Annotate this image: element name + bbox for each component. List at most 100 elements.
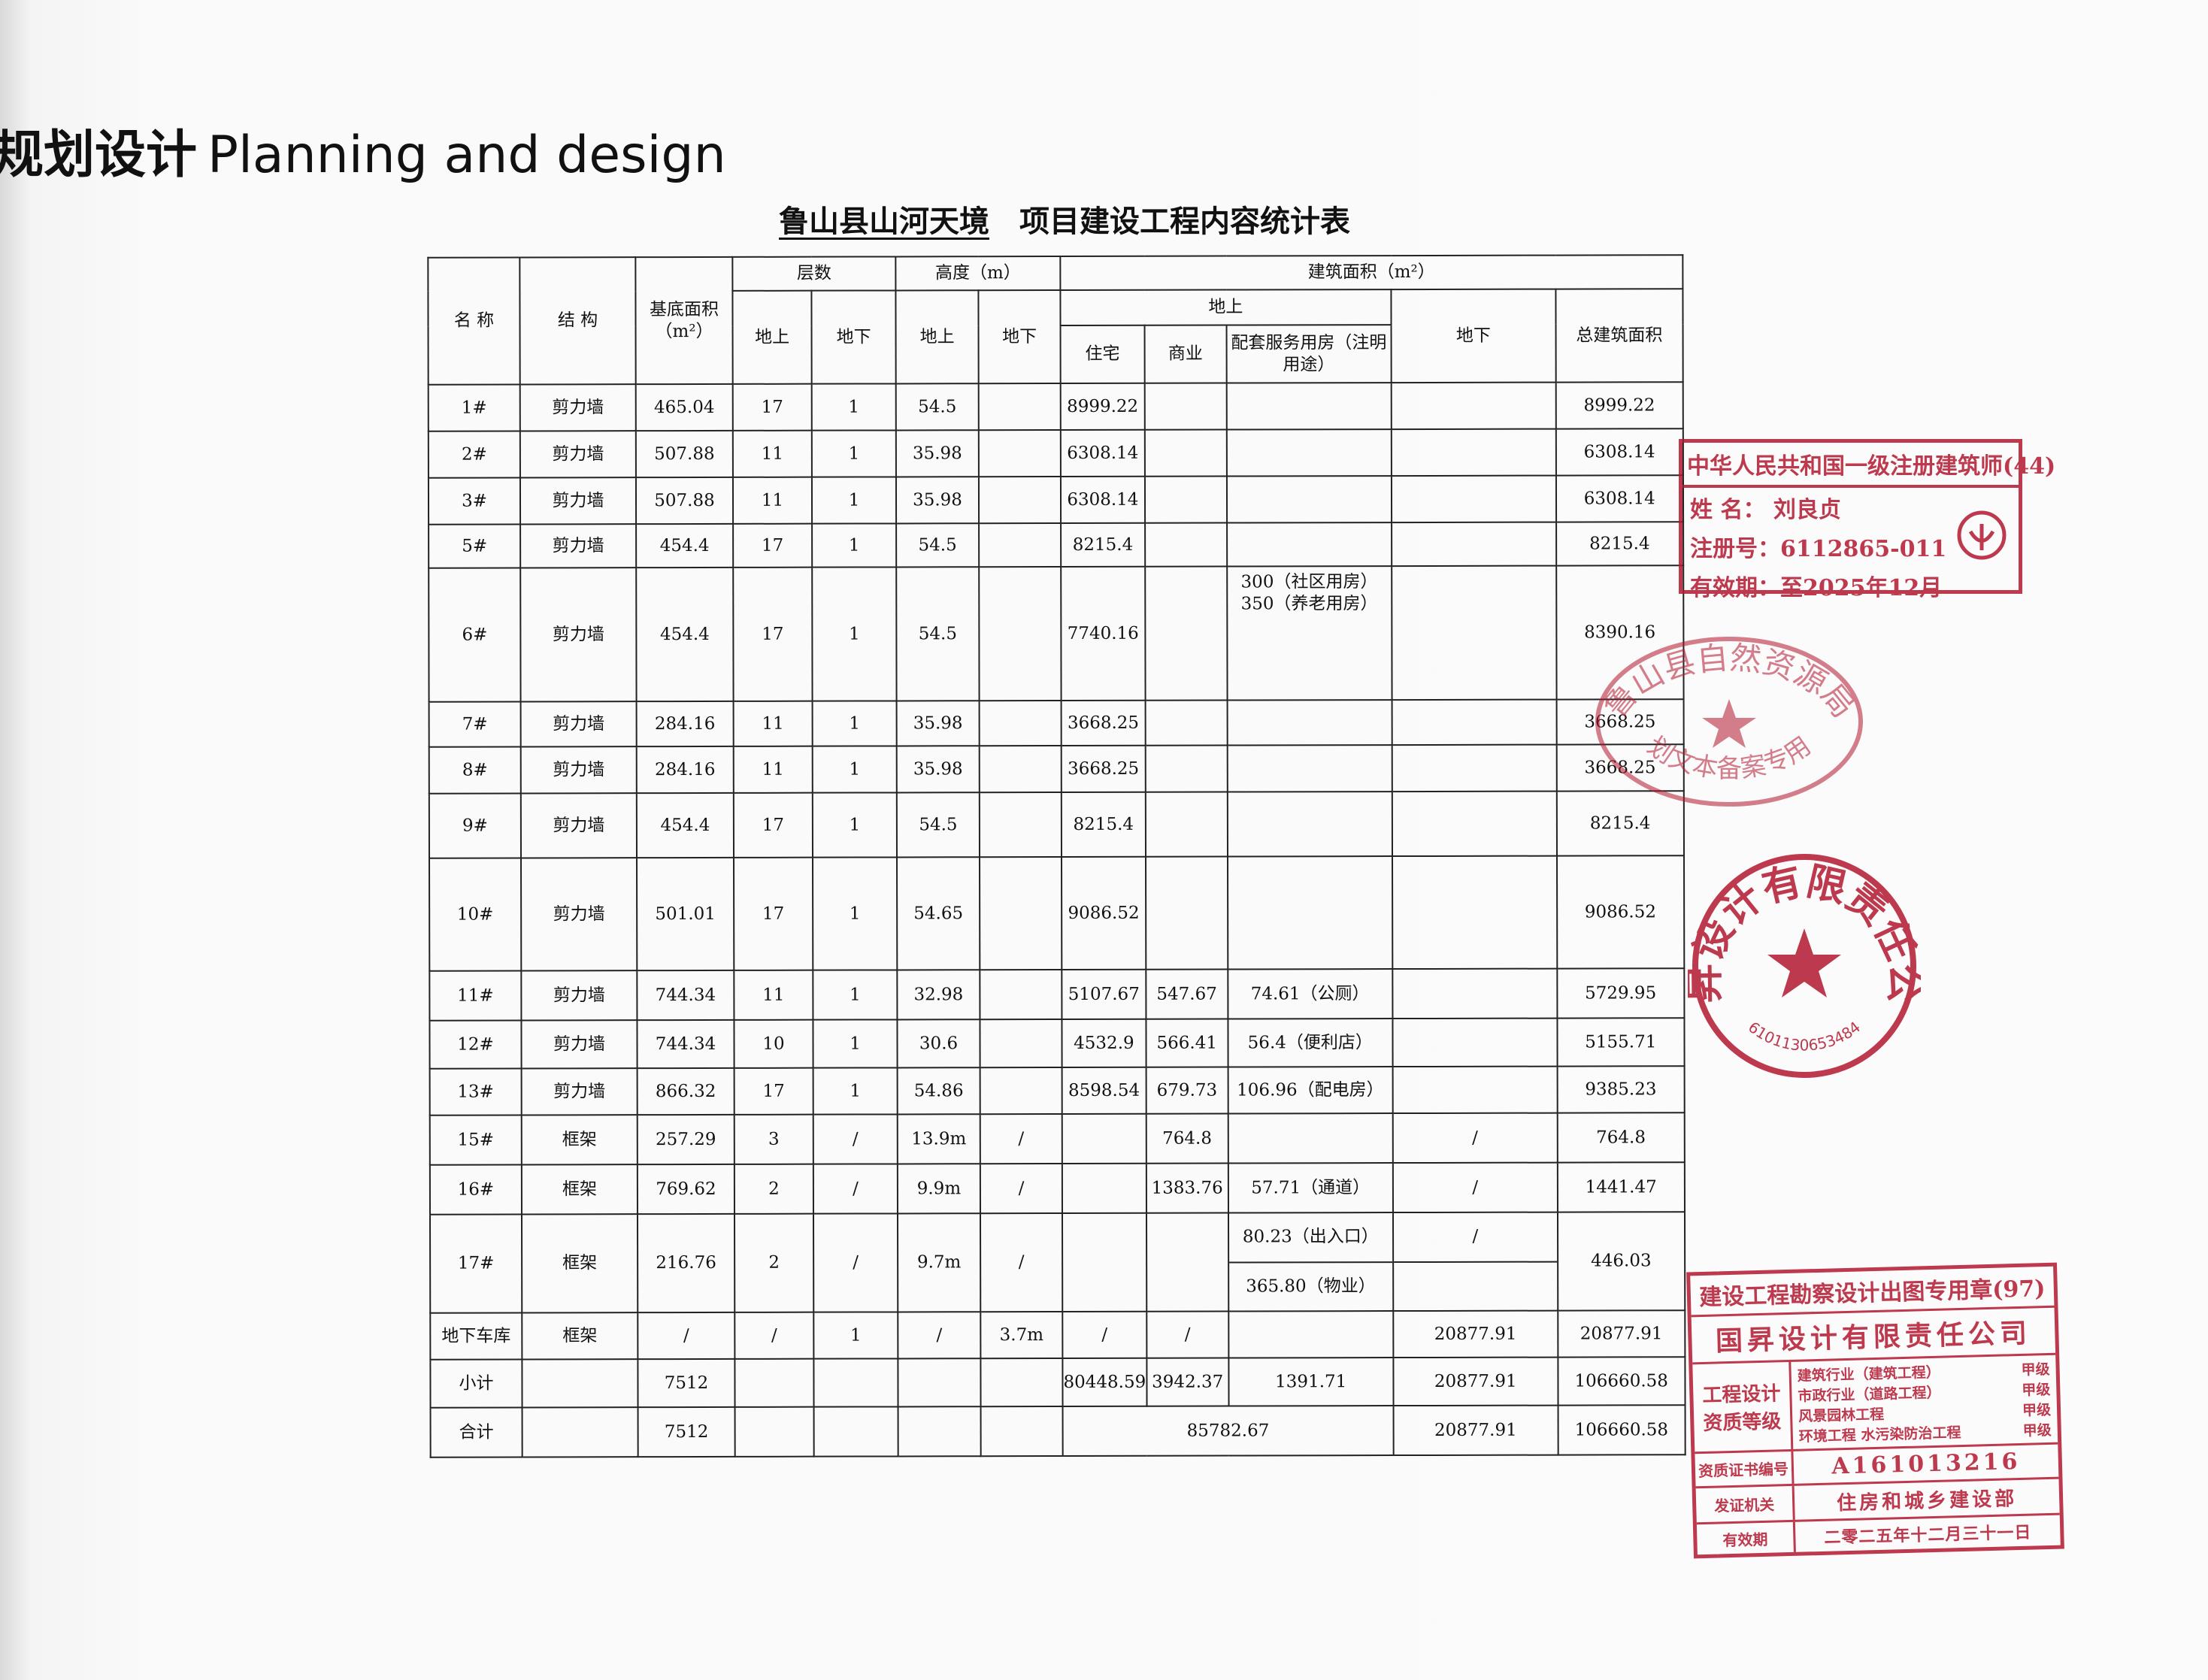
table-cell: 1 [813, 970, 898, 1020]
table-cell: 8598.54 [1062, 1067, 1146, 1114]
table-cell: 3# [428, 477, 521, 525]
table-cell [1228, 1311, 1394, 1358]
table-row: 15# 框架 257.29 3/13.9m/764.8/764.8 [429, 1112, 1685, 1165]
table-cell: 17 [733, 567, 813, 701]
table-cell: 剪力墙 [520, 524, 637, 568]
table-cell [1144, 522, 1227, 567]
table-cell: / [1146, 1311, 1229, 1358]
table-cell: 7740.16 [1061, 566, 1146, 701]
table-cell: 17 [734, 1067, 813, 1115]
header-cell: 总建筑面积 [1555, 289, 1683, 383]
table-title: 鲁山县山河天境 项目建设工程内容统计表 [438, 197, 1691, 241]
table-cell: 6# [429, 568, 521, 702]
table-row: 3# 剪力墙 507.88 11 1 35.98 6308.14 6308.14 [428, 475, 1683, 525]
table-cell: 9.9m [897, 1164, 980, 1214]
company-stamp: 国昇设计有限责任公司 6101130653484 [1688, 849, 1921, 1078]
table-cell: 35.98 [895, 430, 979, 477]
table-cell: / [734, 1312, 814, 1359]
table-cell [1145, 856, 1228, 970]
table-cell [1226, 383, 1392, 430]
header-cell: 名 称 [428, 257, 520, 385]
table-cell: 30.6 [897, 1019, 980, 1068]
table-cell: 764.8 [1557, 1112, 1685, 1163]
stamp-title: 中华人民共和国一级注册建筑师(44) [1683, 443, 2055, 488]
table-cell [522, 1359, 638, 1408]
stamp-label: 姓 名： [1690, 497, 1766, 523]
table-cell: 1383.76 [1146, 1163, 1228, 1213]
table-cell: 3668.25 [1061, 745, 1146, 792]
table-cell: 54.5 [896, 523, 980, 568]
table-cell [734, 1358, 814, 1407]
table-cell: 20877.91 [1393, 1405, 1558, 1456]
table-cell: 2 [734, 1213, 814, 1312]
scope: 市政行业（道路工程） [1798, 1384, 1941, 1405]
table-cell [980, 969, 1062, 1020]
table-cell: 257.29 [637, 1114, 734, 1165]
table-cell: 剪力墙 [519, 384, 636, 431]
table-row: 12# 剪力墙 744.34 10 1 30.6 4532.9 566.41 56.4（便利店）… [429, 1018, 1685, 1069]
table-cell: 地下车库 [430, 1312, 522, 1360]
table-cell [1226, 522, 1392, 567]
table-cell: 8999.22 [1555, 382, 1683, 429]
grade: 甲级 [2022, 1401, 2052, 1419]
table-cell: / [1392, 1162, 1558, 1213]
header-cell: 地上 [895, 290, 979, 384]
table-cell: 小计 [430, 1359, 522, 1408]
header-cell: 住宅 [1060, 325, 1145, 383]
table-cell [813, 1358, 898, 1407]
table-row: 地下车库 框架 //1/3.7m //20877.91 20877.91 [430, 1310, 1686, 1360]
table-row: 1# 剪力墙 465.04 17 1 54.5 8999.22 8999.22 [428, 382, 1683, 431]
table-cell [813, 1406, 898, 1457]
table-cell: 1 [813, 1019, 898, 1068]
stamp-company: 国昇设计有限责任公司 [1715, 1317, 2032, 1358]
table-cell: 3668.25 [1061, 700, 1146, 746]
table-cell: 9086.52 [1556, 855, 1685, 969]
drawing-stamp: 建设工程勘察设计出图专用章(97) 国昇设计有限责任公司 工程设计资质等级 建筑… [1686, 1262, 2064, 1559]
table-cell: 12# [429, 1020, 522, 1069]
table-cell: 9# [429, 793, 522, 858]
table-row: 9# 剪力墙 454.4 17 1 54.5 8215.4 8215.4 [429, 791, 1684, 858]
sub-cell [1393, 1261, 1558, 1311]
header-cell: 配套服务用房（注明用途） [1226, 325, 1392, 383]
table-cell: 16# [429, 1164, 522, 1215]
table-cell [979, 566, 1062, 701]
table-cell: 1 [811, 477, 897, 524]
table-cell: 57.71（通道） [1228, 1163, 1393, 1213]
table-cell: 5155.71 [1557, 1018, 1685, 1067]
table-cell: 4532.9 [1062, 1019, 1146, 1067]
table-cell [1391, 428, 1556, 477]
table-cell: 1 [812, 746, 897, 793]
table-cell: 17# [429, 1214, 522, 1313]
table-cell: 20877.91 [1393, 1310, 1558, 1358]
table-cell: 501.01 [637, 857, 734, 971]
table-cell: 1 [812, 523, 897, 568]
table-cell: 1391.71 [1228, 1358, 1394, 1406]
table-cell: 框架 [521, 1115, 638, 1165]
table-cell [979, 700, 1062, 746]
table-cell: 54.5 [896, 567, 980, 701]
table-cell [1144, 476, 1227, 523]
table-row: 13# 剪力墙 866.32 17 1 54.86 8598.54 679.73 106.96（… [429, 1066, 1685, 1115]
table-cell: 74.61（公厕） [1228, 969, 1393, 1019]
table-cell: 剪力墙 [519, 477, 637, 525]
table-cell [1392, 1018, 1558, 1067]
table-row: 7# 剪力墙 284.16 11 1 35.98 3668.25 3668.25 [429, 699, 1684, 747]
header-cell: 地上 [1060, 289, 1392, 325]
table-cell: 284.16 [636, 701, 734, 747]
stamp-emblem [1957, 510, 2007, 560]
stamp-label: 发证机关 [1695, 1485, 1795, 1523]
table-cell: / [898, 1312, 981, 1359]
table-cell [978, 429, 1061, 477]
table-cell: 2 [734, 1164, 813, 1214]
table-cell: 80448.59 [1062, 1358, 1147, 1406]
table-cell: 85782.67 [1062, 1406, 1394, 1456]
table-cell: 54.65 [897, 857, 980, 970]
table-cell [980, 1019, 1062, 1068]
table-cell: 2# [428, 431, 520, 478]
table-cell [980, 856, 1062, 970]
stamp-row: 有效期：至2025年12月 [1683, 566, 2019, 605]
stamp-row: 姓 名： 刘良贞 [1683, 488, 2019, 527]
table-cell: 566.41 [1146, 1019, 1228, 1067]
stamp-label: 资质证书编号 [1695, 1451, 1795, 1487]
